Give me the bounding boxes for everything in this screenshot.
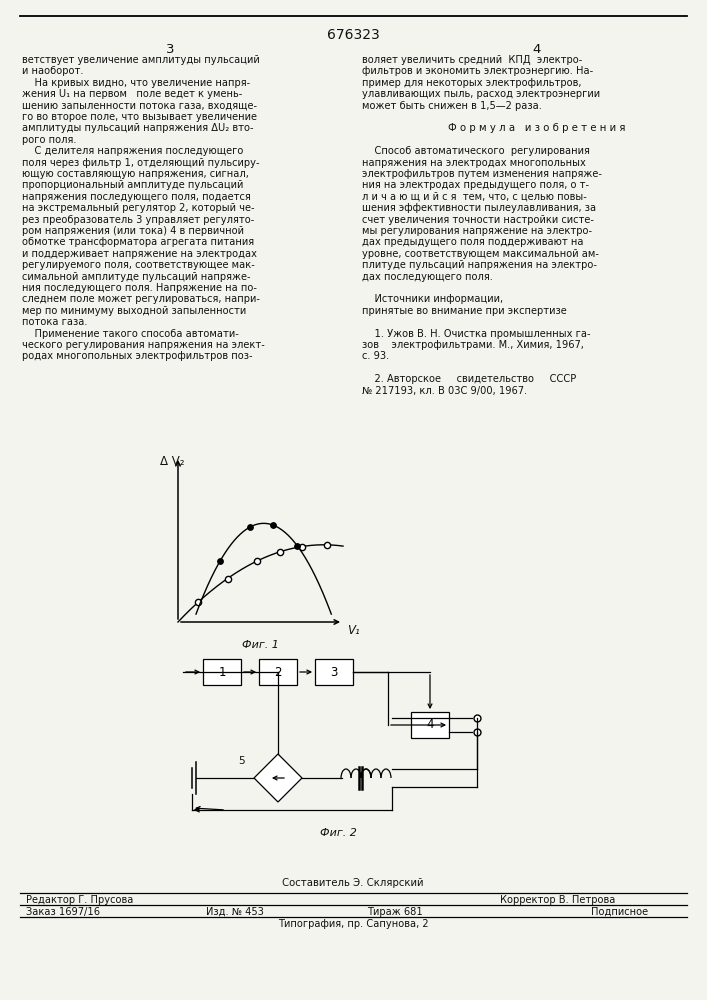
- Text: № 217193, кл. В 03С 9/00, 1967.: № 217193, кл. В 03С 9/00, 1967.: [362, 386, 527, 396]
- Text: ния на электродах предыдущего поля, о т-: ния на электродах предыдущего поля, о т-: [362, 180, 589, 190]
- Text: улавливающих пыль, расход электроэнергии: улавливающих пыль, расход электроэнергии: [362, 89, 600, 99]
- Text: 4: 4: [533, 43, 541, 56]
- Text: На кривых видно, что увеличение напря-: На кривых видно, что увеличение напря-: [22, 78, 250, 88]
- Text: воляет увеличить средний  КПД  электро-: воляет увеличить средний КПД электро-: [362, 55, 583, 65]
- Text: и наоборот.: и наоборот.: [22, 66, 83, 76]
- Text: 3: 3: [165, 43, 174, 56]
- Text: шения эффективности пылеулавливания, за: шения эффективности пылеулавливания, за: [362, 203, 596, 213]
- Text: пропорциональный амплитуде пульсаций: пропорциональный амплитуде пульсаций: [22, 180, 243, 190]
- Text: ния последующего поля. Напряжение на по-: ния последующего поля. Напряжение на по-: [22, 283, 257, 293]
- Text: 1: 1: [218, 666, 226, 678]
- Text: дах последующего поля.: дах последующего поля.: [362, 272, 493, 282]
- Text: счет увеличения точности настройки систе-: счет увеличения точности настройки систе…: [362, 215, 594, 225]
- Text: зов    электрофильтрами. М., Химия, 1967,: зов электрофильтрами. М., Химия, 1967,: [362, 340, 584, 350]
- Text: ческого регулирования напряжения на элект-: ческого регулирования напряжения на элек…: [22, 340, 265, 350]
- Text: 2. Авторское     свидетельство     СССР: 2. Авторское свидетельство СССР: [362, 374, 576, 384]
- Text: С делителя напряжения последующего: С делителя напряжения последующего: [22, 146, 243, 156]
- Text: 3: 3: [330, 666, 338, 678]
- Bar: [315, 659, 353, 685]
- Text: Применение такого способа автомати-: Применение такого способа автомати-: [22, 329, 239, 339]
- Text: 5: 5: [238, 756, 245, 766]
- Text: го во второе поле, что вызывает увеличение: го во второе поле, что вызывает увеличен…: [22, 112, 257, 122]
- Text: Источники информации,: Источники информации,: [362, 294, 503, 304]
- Bar: [259, 659, 297, 685]
- Text: 4: 4: [426, 718, 434, 732]
- Text: рого поля.: рого поля.: [22, 135, 76, 145]
- Text: Способ автоматического  регулирования: Способ автоматического регулирования: [362, 146, 590, 156]
- Text: ром напряжения (или тока) 4 в первичной: ром напряжения (или тока) 4 в первичной: [22, 226, 244, 236]
- Text: обмотке трансформатора агрегата питания: обмотке трансформатора агрегата питания: [22, 237, 254, 247]
- Text: рез преобразователь 3 управляет регулято-: рез преобразователь 3 управляет регулято…: [22, 215, 255, 225]
- Text: потока газа.: потока газа.: [22, 317, 88, 327]
- Text: напряжения последующего поля, подается: напряжения последующего поля, подается: [22, 192, 251, 202]
- Text: фильтров и экономить электроэнергию. На-: фильтров и экономить электроэнергию. На-: [362, 66, 593, 76]
- Text: Составитель Э. Склярский: Составитель Э. Склярский: [282, 878, 423, 888]
- Text: поля через фильтр 1, отделяющий пульсиру-: поля через фильтр 1, отделяющий пульсиру…: [22, 158, 259, 168]
- Text: напряжения на электродах многопольных: напряжения на электродах многопольных: [362, 158, 586, 168]
- Text: ветствует увеличение амплитуды пульсаций: ветствует увеличение амплитуды пульсаций: [22, 55, 259, 65]
- Text: следнем поле может регулироваться, напри-: следнем поле может регулироваться, напри…: [22, 294, 260, 304]
- Text: пример для некоторых электрофильтров,: пример для некоторых электрофильтров,: [362, 78, 581, 88]
- Text: Фиг. 2: Фиг. 2: [320, 828, 356, 838]
- Text: симальной амплитуде пульсаций напряже-: симальной амплитуде пульсаций напряже-: [22, 272, 250, 282]
- Text: 1. Ужов В. Н. Очистка промышленных га-: 1. Ужов В. Н. Очистка промышленных га-: [362, 329, 590, 339]
- Text: электрофильтров путем изменения напряже-: электрофильтров путем изменения напряже-: [362, 169, 602, 179]
- Text: Фиг. 1: Фиг. 1: [242, 640, 279, 650]
- Text: жения U₁ на первом   поле ведет к умень-: жения U₁ на первом поле ведет к умень-: [22, 89, 243, 99]
- Bar: [203, 659, 241, 685]
- Text: плитуде пульсаций напряжения на электро-: плитуде пульсаций напряжения на электро-: [362, 260, 597, 270]
- Text: родах многопольных электрофильтров поз-: родах многопольных электрофильтров поз-: [22, 351, 252, 361]
- Text: может быть снижен в 1,5—2 раза.: может быть снижен в 1,5—2 раза.: [362, 101, 542, 111]
- Text: л и ч а ю щ и й с я  тем, что, с целью повы-: л и ч а ю щ и й с я тем, что, с целью по…: [362, 192, 587, 202]
- Text: амплитуды пульсаций напряжения ΔU₂ вто-: амплитуды пульсаций напряжения ΔU₂ вто-: [22, 123, 254, 133]
- Text: принятые во внимание при экспертизе: принятые во внимание при экспертизе: [362, 306, 567, 316]
- Text: V₁: V₁: [347, 624, 360, 637]
- Bar: [411, 712, 449, 738]
- Text: мер по минимуму выходной запыленности: мер по минимуму выходной запыленности: [22, 306, 246, 316]
- Text: дах предыдущего поля поддерживают на: дах предыдущего поля поддерживают на: [362, 237, 583, 247]
- Text: Тираж 681: Тираж 681: [367, 907, 423, 917]
- Text: Ф о р м у л а   и з о б р е т е н и я: Ф о р м у л а и з о б р е т е н и я: [448, 123, 626, 133]
- Text: и поддерживает напряжение на электродах: и поддерживает напряжение на электродах: [22, 249, 257, 259]
- Text: Редактор Г. Прусова: Редактор Г. Прусова: [26, 895, 134, 905]
- Text: 2: 2: [274, 666, 282, 678]
- Text: Корректор В. Петрова: Корректор В. Петрова: [500, 895, 615, 905]
- Text: регулируемого поля, соответствующее мак-: регулируемого поля, соответствующее мак-: [22, 260, 255, 270]
- Text: Изд. № 453: Изд. № 453: [206, 907, 264, 917]
- Text: ющую составляющую напряжения, сигнал,: ющую составляющую напряжения, сигнал,: [22, 169, 249, 179]
- Text: на экстремальный регулятор 2, который че-: на экстремальный регулятор 2, который че…: [22, 203, 255, 213]
- Text: 676323: 676323: [327, 28, 380, 42]
- Text: Δ V₂: Δ V₂: [160, 455, 185, 468]
- Text: шению запыленности потока газа, входяще-: шению запыленности потока газа, входяще-: [22, 101, 257, 111]
- Text: мы регулирования напряжение на электро-: мы регулирования напряжение на электро-: [362, 226, 592, 236]
- Text: Подписное: Подписное: [592, 907, 648, 917]
- Text: с. 93.: с. 93.: [362, 351, 390, 361]
- Text: Заказ 1697/16: Заказ 1697/16: [26, 907, 100, 917]
- Text: Типография, пр. Сапунова, 2: Типография, пр. Сапунова, 2: [278, 919, 428, 929]
- Polygon shape: [254, 754, 302, 802]
- Text: уровне, соответствующем максимальной ам-: уровне, соответствующем максимальной ам-: [362, 249, 599, 259]
